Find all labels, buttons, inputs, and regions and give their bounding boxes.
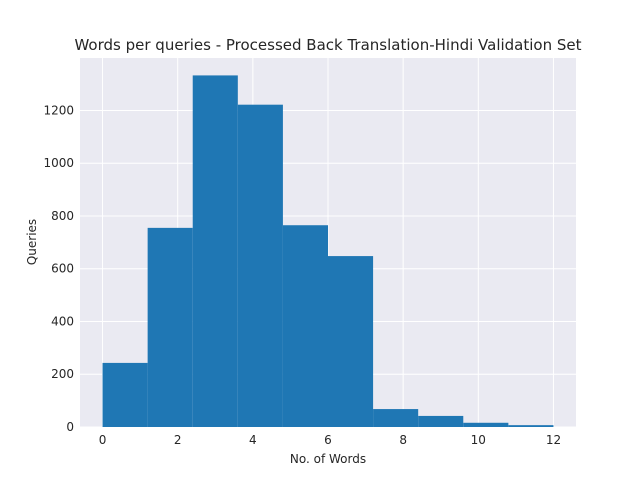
y-axis-label: Queries: [25, 219, 39, 265]
y-tick-label: 1200: [43, 103, 74, 117]
histogram-bar: [237, 104, 283, 427]
y-tick-label: 800: [51, 209, 74, 223]
x-tick-label: 6: [324, 433, 332, 447]
histogram-bar: [418, 415, 464, 427]
histogram-bar: [192, 75, 238, 428]
histogram-bar: [463, 422, 509, 427]
x-tick-label: 0: [99, 433, 107, 447]
x-tick-label: 10: [471, 433, 486, 447]
histogram-bar: [328, 256, 374, 427]
histogram-bar: [282, 225, 328, 427]
chart-title: Words per queries - Processed Back Trans…: [74, 36, 581, 54]
x-axis-label: No. of Words: [290, 452, 366, 466]
histogram-bar: [102, 362, 148, 427]
x-tick-label: 2: [174, 433, 182, 447]
histogram-bar: [373, 409, 419, 427]
y-axis-ticks: 0 200 400 600 800 1000 1200: [43, 103, 74, 434]
y-tick-label: 0: [66, 420, 74, 434]
x-tick-label: 8: [399, 433, 407, 447]
histogram-bar: [508, 425, 554, 427]
x-axis-ticks: 0 2 4 6 8 10 12: [99, 433, 561, 447]
histogram-bars: [102, 75, 554, 428]
histogram-bar: [147, 227, 193, 427]
x-tick-label: 12: [546, 433, 561, 447]
y-tick-label: 600: [51, 262, 74, 276]
y-tick-label: 200: [51, 367, 74, 381]
x-tick-label: 4: [249, 433, 257, 447]
y-tick-label: 400: [51, 314, 74, 328]
y-tick-label: 1000: [43, 156, 74, 170]
